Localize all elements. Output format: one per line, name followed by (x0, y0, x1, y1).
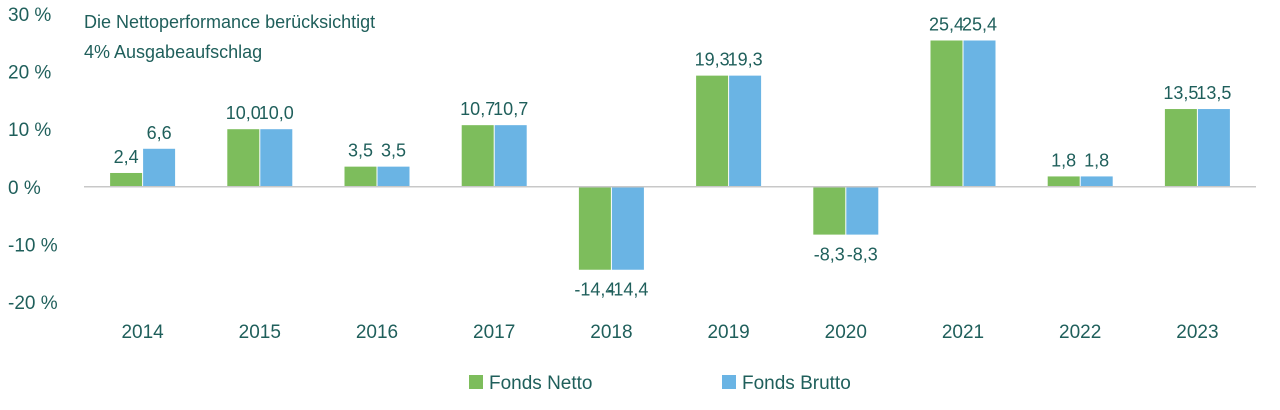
bar-brutto-2021 (963, 40, 996, 187)
bar-netto-2019 (696, 75, 729, 187)
data-label-brutto-2014: 6,6 (147, 123, 172, 143)
data-label-netto-2021: 25,4 (929, 14, 964, 34)
annotation-line-1: Die Nettoperformance berücksichtigt (84, 12, 375, 32)
data-label-netto-2017: 10,7 (460, 99, 495, 119)
data-label-brutto-2022: 1,8 (1084, 150, 1109, 170)
bar-netto-2018 (578, 186, 611, 270)
data-label-netto-2016: 3,5 (348, 141, 373, 161)
data-label-netto-2020: -8,3 (814, 245, 845, 265)
legend: Fonds Netto Fonds Brutto (469, 373, 851, 394)
data-label-brutto-2023: 13,5 (1196, 83, 1231, 103)
y-axis-ticks: 30 % 20 % 10 % 0 % -10 % -20 % (8, 5, 58, 314)
x-tick-label-2020: 2020 (825, 322, 867, 343)
legend-label-brutto: Fonds Brutto (742, 373, 851, 394)
y-tick-label: -20 % (8, 293, 58, 314)
legend-label-netto: Fonds Netto (489, 373, 593, 394)
x-tick-label-2014: 2014 (121, 322, 164, 343)
x-tick-label-2016: 2016 (356, 322, 398, 343)
bar-netto-2023 (1164, 109, 1197, 187)
bar-brutto-2014 (143, 148, 176, 187)
data-label-brutto-2017: 10,7 (493, 99, 528, 119)
data-label-brutto-2021: 25,4 (962, 14, 997, 34)
x-axis-labels: 2014 2015 2016 2017 2018 2019 2020 2021 2022 2023 (121, 322, 1218, 343)
bar-netto-2020 (813, 186, 846, 235)
data-label-brutto-2019: 19,3 (728, 50, 763, 70)
bar-netto-2017 (461, 125, 494, 187)
data-label-netto-2018: -14,4 (574, 280, 615, 300)
data-label-brutto-2018: -14,4 (607, 280, 648, 300)
y-tick-label: 20 % (8, 63, 51, 84)
bars-group (110, 40, 1230, 270)
data-label-netto-2015: 10,0 (226, 103, 261, 123)
legend-swatch-brutto (722, 375, 736, 389)
bar-netto-2014 (110, 172, 143, 187)
y-tick-label: 30 % (8, 5, 51, 26)
bar-brutto-2018 (611, 186, 644, 270)
bar-brutto-2015 (260, 129, 293, 187)
x-tick-label-2022: 2022 (1059, 322, 1101, 343)
annotation-line-2: 4% Ausgabeaufschlag (84, 42, 262, 62)
bar-netto-2021 (930, 40, 963, 187)
x-tick-label-2018: 2018 (590, 322, 632, 343)
x-tick-label-2017: 2017 (473, 322, 515, 343)
bar-netto-2022 (1047, 176, 1080, 187)
data-label-brutto-2020: -8,3 (847, 245, 878, 265)
x-tick-label-2019: 2019 (707, 322, 749, 343)
y-tick-label: 0 % (8, 178, 41, 199)
data-label-netto-2014: 2,4 (114, 147, 139, 167)
bar-brutto-2016 (377, 166, 410, 187)
x-tick-label-2021: 2021 (942, 322, 984, 343)
bar-brutto-2023 (1197, 109, 1230, 187)
bar-netto-2016 (344, 166, 377, 187)
data-label-netto-2023: 13,5 (1163, 83, 1198, 103)
y-tick-label: 10 % (8, 120, 51, 141)
bar-brutto-2019 (729, 75, 762, 187)
data-label-netto-2019: 19,3 (695, 50, 730, 70)
data-label-brutto-2015: 10,0 (259, 103, 294, 123)
bar-brutto-2020 (846, 186, 879, 235)
bar-brutto-2017 (494, 125, 527, 187)
bar-netto-2015 (227, 129, 260, 187)
y-tick-label: -10 % (8, 235, 58, 256)
annotation-note: Die Nettoperformance berücksichtigt 4% A… (84, 12, 375, 62)
data-label-netto-2022: 1,8 (1051, 150, 1076, 170)
data-label-brutto-2016: 3,5 (381, 141, 406, 161)
x-tick-label-2023: 2023 (1176, 322, 1218, 343)
bar-brutto-2022 (1080, 176, 1113, 187)
legend-swatch-netto (469, 375, 483, 389)
data-labels-group: 2,4 6,6 10,010,0 3,5 3,5 10,710,7 -14,4-14,4 19… (114, 14, 1232, 299)
x-tick-label-2015: 2015 (239, 322, 281, 343)
